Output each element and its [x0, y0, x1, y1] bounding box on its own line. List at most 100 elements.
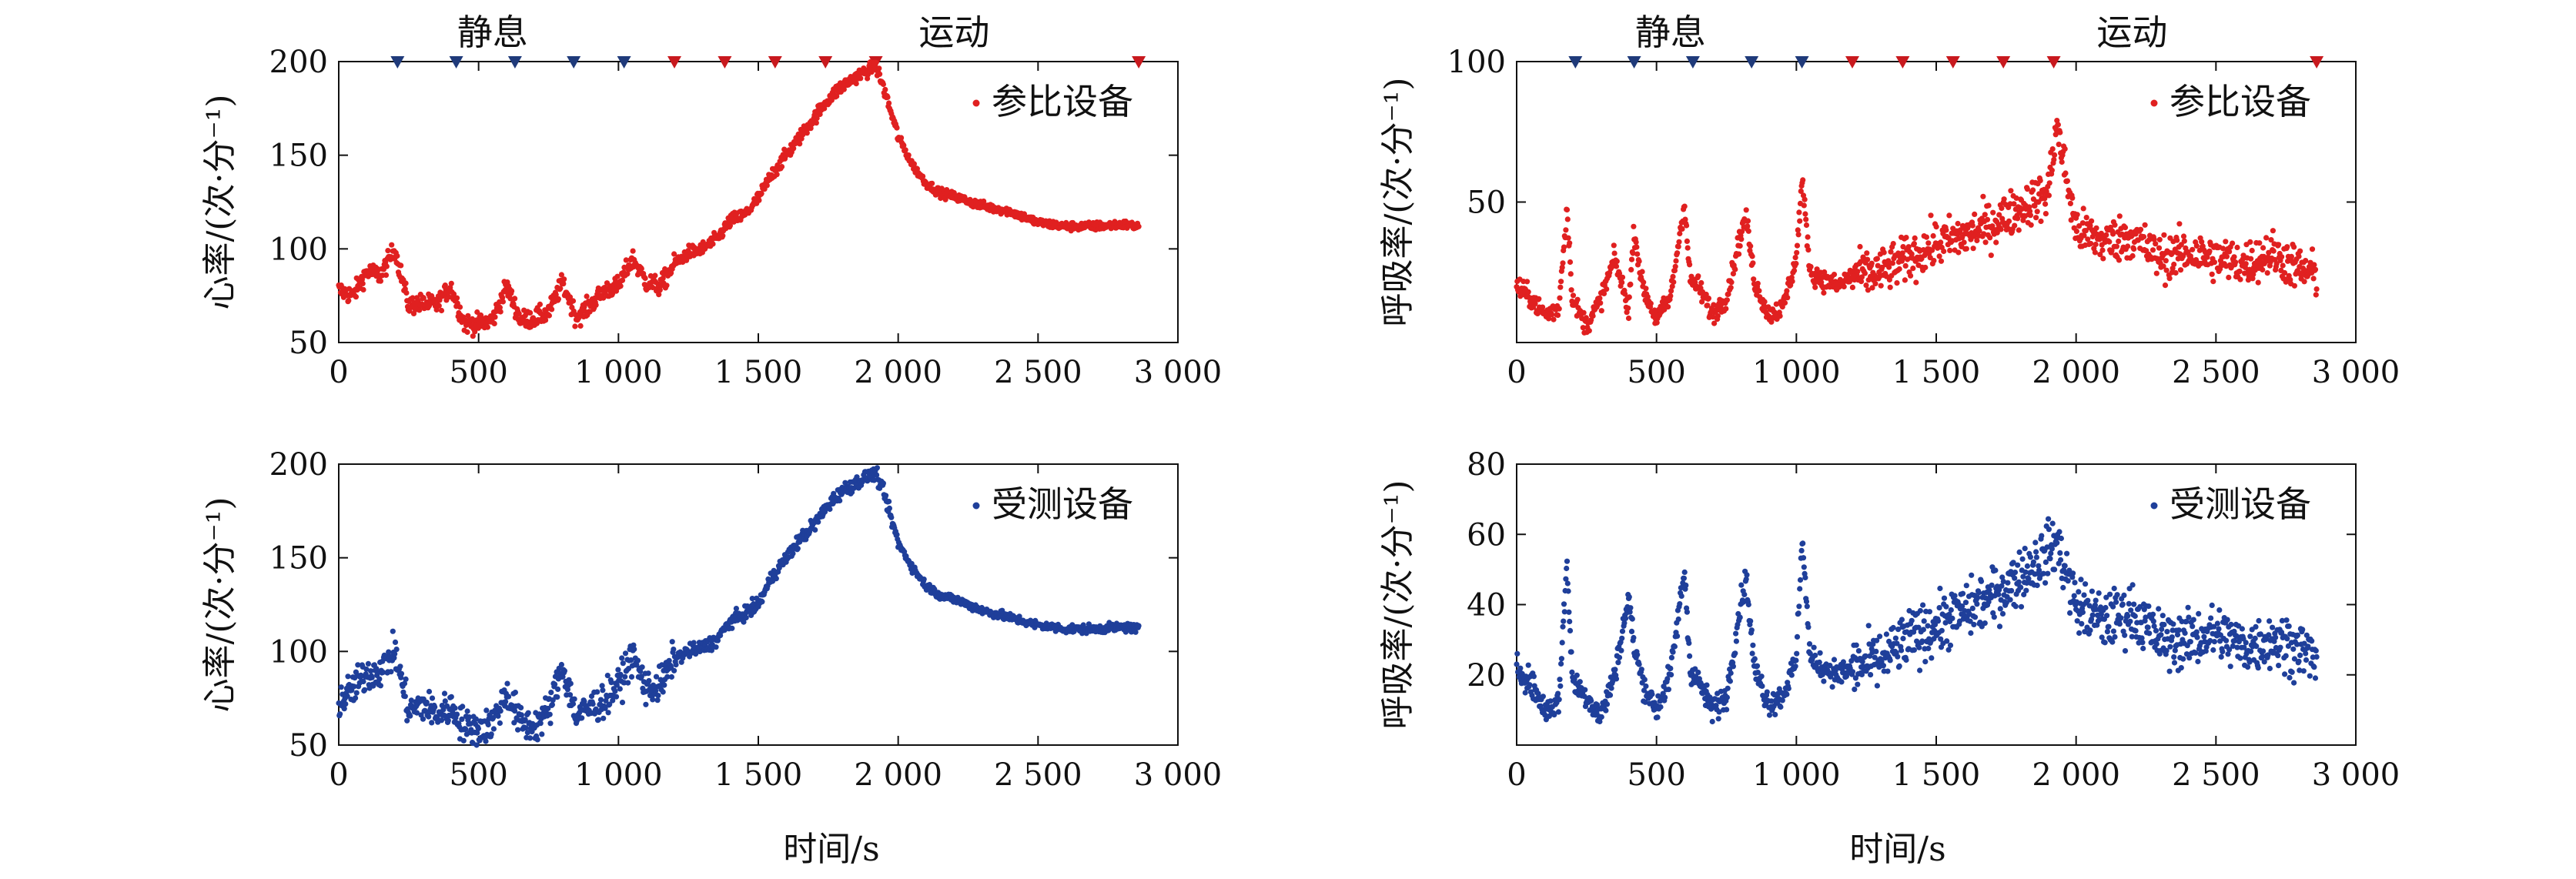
data-point [2257, 240, 2263, 246]
data-point [1865, 256, 1871, 262]
data-point [605, 710, 611, 716]
data-point [1674, 633, 1681, 640]
data-point [403, 289, 410, 296]
data-point [2016, 227, 2022, 233]
data-point [484, 324, 491, 330]
data-point [1993, 239, 1999, 246]
data-point [1872, 280, 1878, 287]
data-point [1631, 223, 1637, 229]
data-point [1549, 312, 1555, 318]
data-point [624, 271, 631, 277]
data-point [1800, 555, 1807, 561]
data-point [1948, 607, 1954, 613]
data-point [1677, 601, 1683, 607]
data-point [460, 704, 466, 710]
data-point [1665, 687, 1671, 693]
data-point [1560, 260, 1566, 266]
data-point [1723, 306, 1729, 312]
data-point [1905, 244, 1912, 250]
data-point [362, 687, 368, 693]
data-point [2076, 630, 2083, 637]
data-point [2058, 535, 2064, 542]
data-point [1629, 616, 1635, 622]
data-point [1557, 683, 1564, 689]
data-point [1754, 663, 1761, 669]
data-point [1527, 682, 1533, 688]
data-point [2056, 142, 2062, 148]
data-point [1980, 193, 1986, 199]
data-point [1921, 618, 1927, 624]
legend-label: 参比设备 [2170, 81, 2311, 122]
data-point [1938, 239, 1944, 246]
data-point [1613, 676, 1620, 682]
data-point [1563, 227, 1569, 233]
data-point [1590, 312, 1596, 319]
data-point [2301, 279, 2307, 285]
data-point [597, 697, 604, 703]
data-point [2062, 145, 2068, 152]
data-point [432, 704, 438, 710]
legend-label: 受测设备 [992, 483, 1133, 525]
data-point [1673, 258, 1679, 264]
data-point [516, 310, 522, 316]
data-point [1922, 264, 1929, 271]
data-point [1745, 601, 1751, 608]
data-point [441, 690, 448, 697]
data-point [495, 713, 501, 719]
data-point [1933, 224, 1939, 230]
data-point [1974, 601, 1980, 607]
data-point [1681, 569, 1688, 576]
x-tick-label: 2 500 [2172, 757, 2260, 793]
chart-panel-top-left: 0 500 1 000 1 500 2 000 2 500 3 00050100150200… [200, 12, 1222, 390]
data-point [841, 86, 847, 92]
data-point [1841, 283, 1847, 289]
data-point [2288, 253, 2294, 259]
rest-marker-triangle [1568, 56, 1583, 69]
data-point [1984, 216, 1991, 222]
data-point [558, 272, 565, 278]
data-point [1804, 603, 1810, 610]
data-point [733, 606, 740, 612]
data-point [2193, 242, 2200, 249]
data-point [577, 323, 584, 329]
data-point [1801, 202, 1807, 209]
data-point [1564, 565, 1570, 572]
x-tick-label: 1 000 [574, 757, 663, 793]
data-point [1766, 712, 1773, 718]
x-tick-label: 0 [329, 757, 348, 793]
data-point [2142, 222, 2148, 228]
data-point [1583, 315, 1589, 321]
data-point [353, 690, 360, 696]
data-point [567, 294, 574, 300]
data-point [2190, 246, 2196, 252]
data-point [1745, 218, 1751, 224]
data-point [2079, 620, 2085, 627]
data-point [2046, 516, 2052, 522]
data-point [539, 731, 545, 737]
data-point [595, 717, 601, 723]
data-point [1761, 299, 1768, 305]
data-point [638, 266, 644, 272]
data-point [1709, 718, 1715, 725]
data-point [1944, 638, 1950, 644]
data-point [407, 713, 413, 719]
data-point [1604, 701, 1611, 707]
data-point [2015, 562, 2021, 568]
data-point [886, 498, 892, 505]
data-point [1938, 258, 1945, 264]
data-point [1525, 289, 1531, 295]
data-point [1615, 660, 1621, 666]
data-point [360, 286, 366, 292]
rest-marker-triangle [1795, 56, 1809, 69]
data-point [492, 314, 498, 320]
data-point [2056, 529, 2062, 535]
data-point [1794, 249, 1800, 256]
data-point [1568, 649, 1574, 655]
data-point [2016, 579, 2022, 585]
data-point [815, 519, 821, 525]
data-point [2030, 187, 2036, 193]
data-point [1745, 228, 1751, 234]
data-point [2012, 603, 2019, 610]
data-point [389, 242, 395, 248]
